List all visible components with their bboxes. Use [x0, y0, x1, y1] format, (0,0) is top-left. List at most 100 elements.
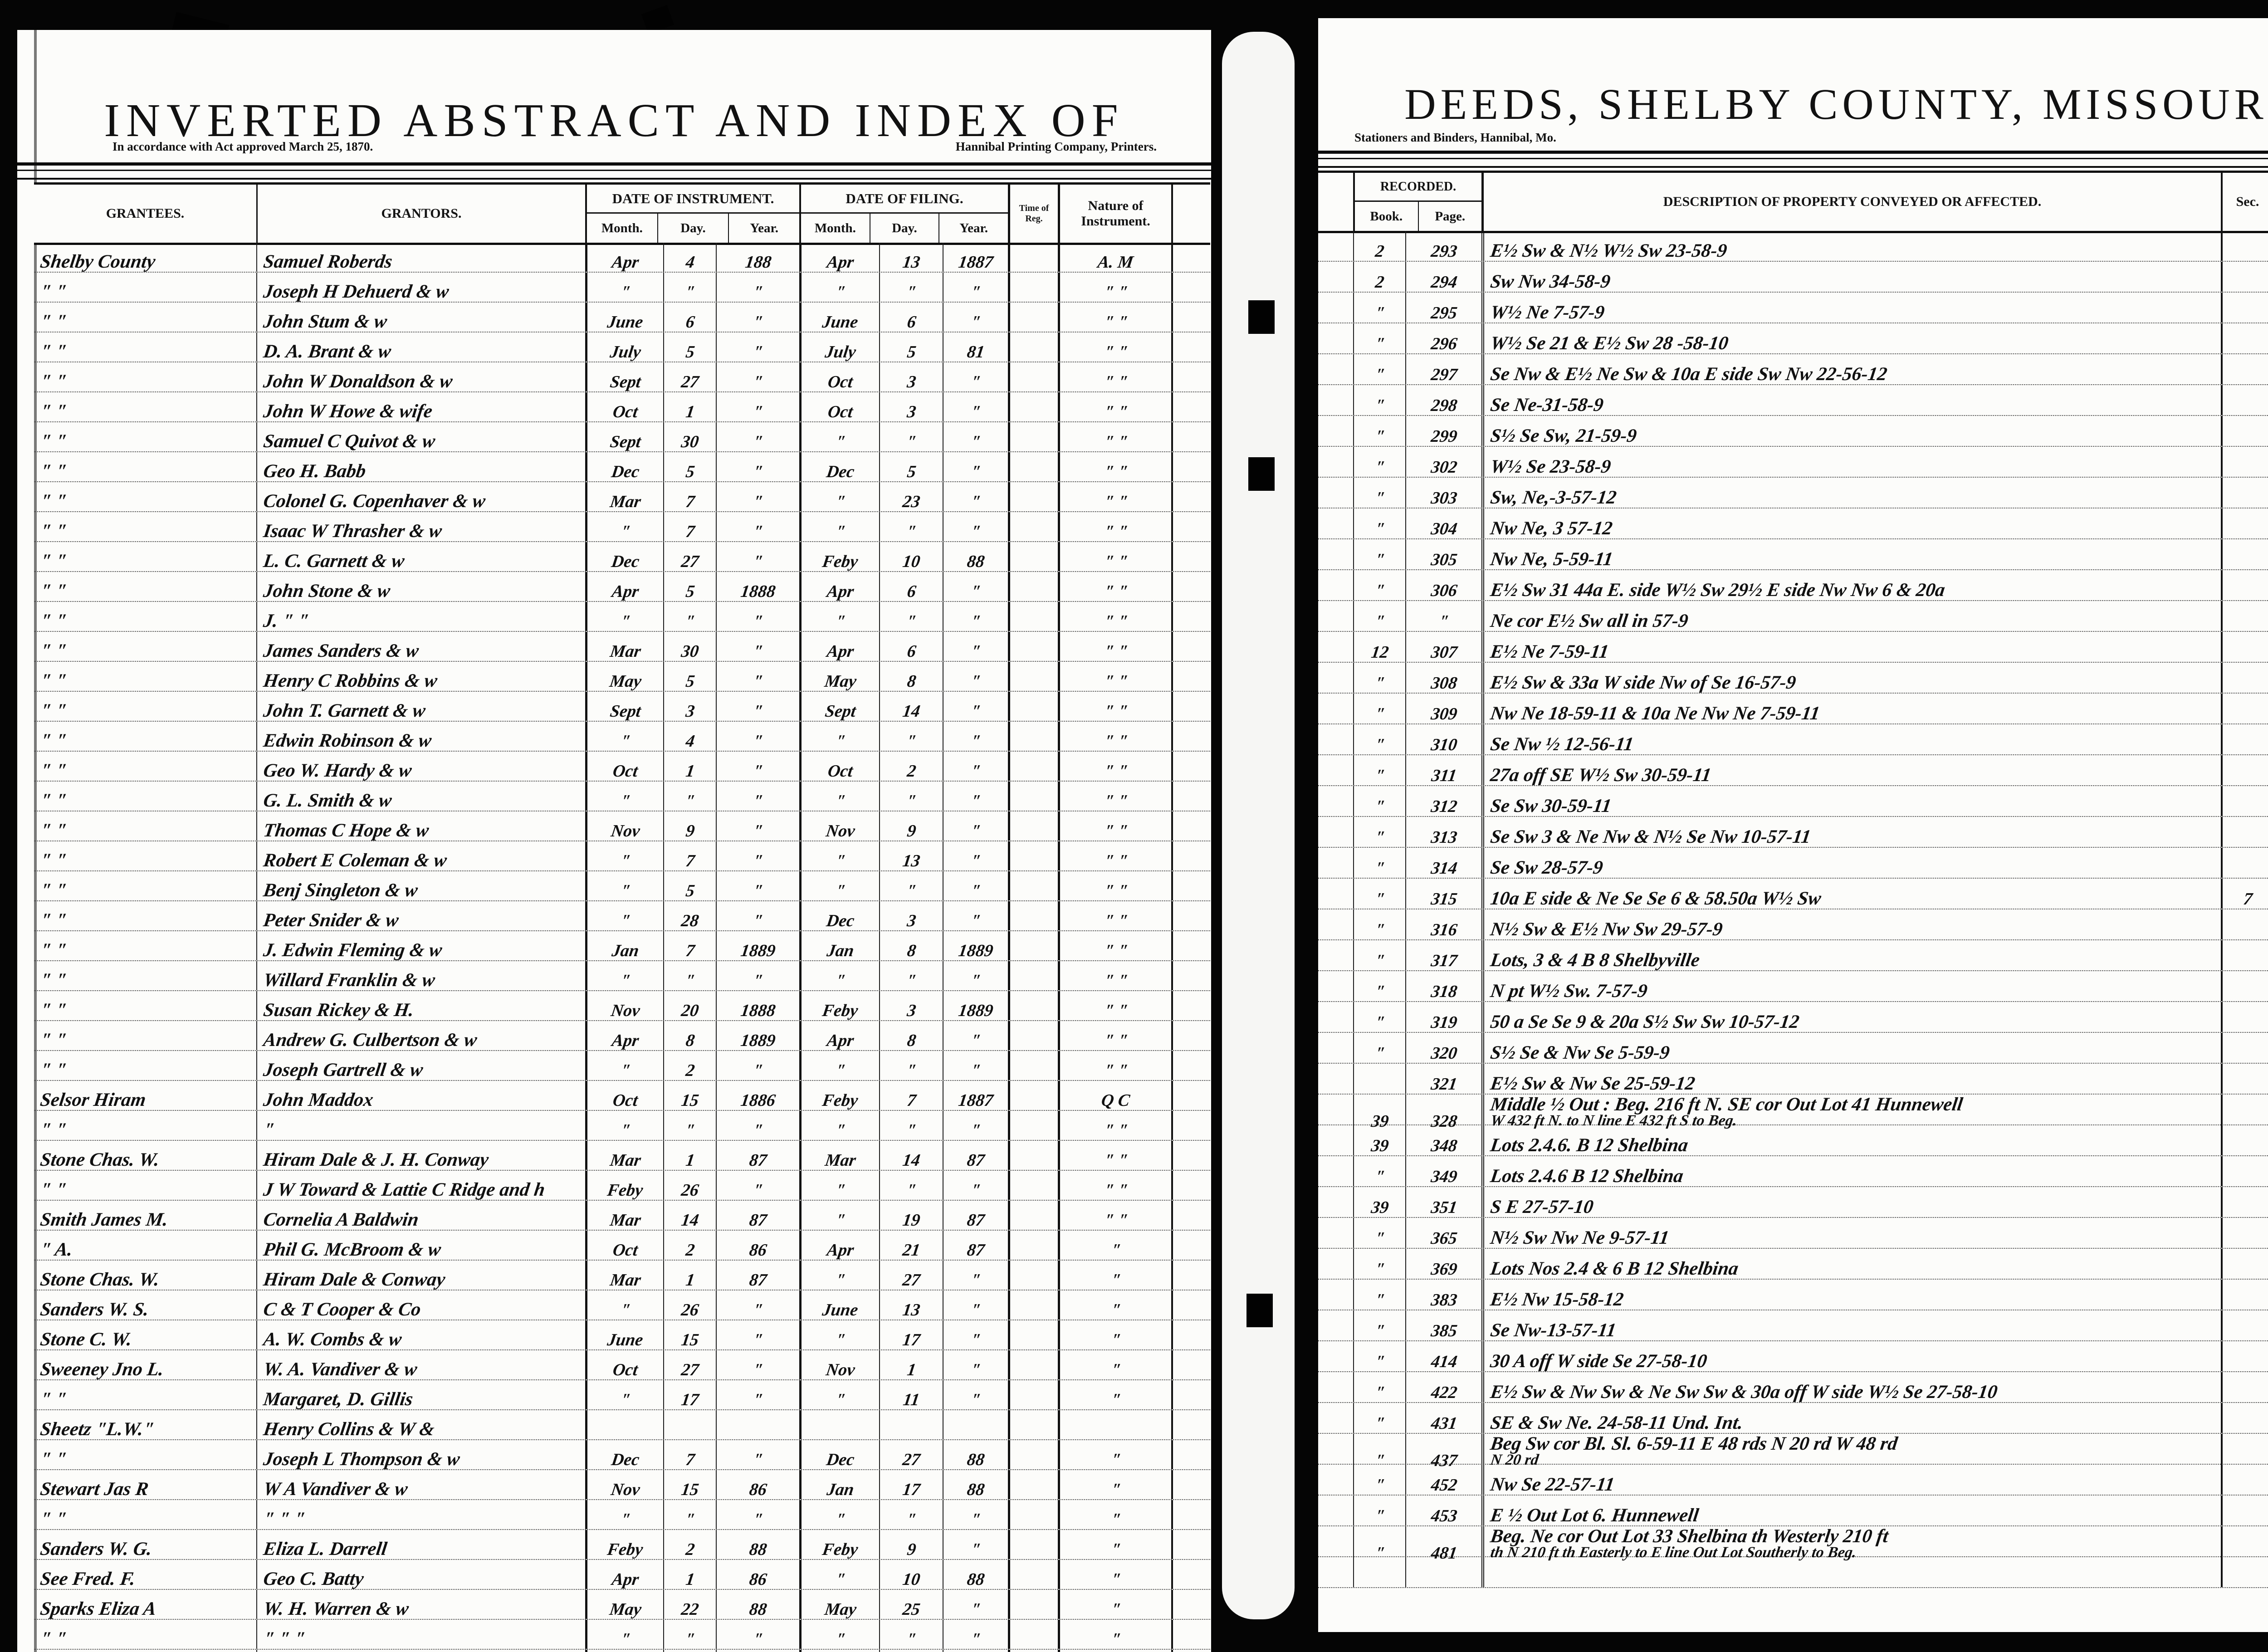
sec-cell: [2221, 1372, 2268, 1402]
description-cell: E ½ Out Lot 6. Hunnewell: [1481, 1496, 2221, 1526]
blank-cell: [1171, 692, 1210, 721]
margin-cell: [1318, 508, 1353, 538]
blank-cell: [1171, 1470, 1210, 1499]
blank-cell: [1171, 722, 1210, 751]
instrument-month-cell: ": [585, 961, 663, 990]
instrument-year-cell: 1886: [716, 1081, 799, 1110]
blank-cell: [1171, 1081, 1210, 1110]
grantee-cell: Sanders W. G.: [39, 1538, 154, 1559]
page-cell: 317: [1405, 940, 1481, 970]
nature-cell: ": [1058, 1470, 1171, 1499]
filing-month-cell: ": [799, 1380, 879, 1409]
instrument-month-cell: Sept: [585, 422, 663, 451]
margin-cell: [1318, 385, 1353, 415]
grantee-cell: " ": [39, 371, 68, 392]
filing-year-cell: 88: [943, 1560, 1008, 1589]
time-of-reg-cell: [1008, 841, 1058, 870]
nature-cell: [1058, 1650, 1171, 1652]
grantor-cell: Cornelia A Baldwin: [256, 1201, 585, 1230]
grantee-cell: [34, 1650, 256, 1652]
header-date-of-filing: DATE OF FILING. Month. Day. Year.: [799, 185, 1008, 243]
description-cell: 10a E side & Ne Se Se 6 & 58.50a W½ Sw: [1481, 879, 2221, 909]
nature-cell: ": [1058, 1620, 1171, 1649]
margin-cell: [1318, 1002, 1353, 1032]
blank-cell: [1171, 243, 1210, 272]
filing-month-cell: ": [799, 273, 879, 302]
time-of-reg-cell: [1008, 782, 1058, 811]
grantor-cell: John W Howe & wife: [256, 392, 585, 422]
instrument-month-cell: ": [585, 901, 663, 930]
description-cell: Sw, Ne,-3-57-12: [1481, 478, 2221, 508]
margin-cell: [1318, 755, 1353, 785]
instrument-month-cell: Sept: [585, 362, 663, 391]
instrument-year-cell: ": [716, 602, 799, 631]
filing-day-cell: ": [879, 1051, 943, 1080]
time-of-reg-cell: [1008, 1470, 1058, 1499]
margin-cell: [1318, 293, 1353, 323]
grantee-cell: Sweeney Jno L.: [39, 1359, 166, 1380]
book-cell: ": [1353, 293, 1405, 323]
grantor-cell: Colonel G. Copenhaver & w: [256, 482, 585, 512]
instrument-month-cell: May: [585, 662, 663, 691]
page-cell: 385: [1405, 1310, 1481, 1340]
grantee-cell: " A.: [39, 1239, 74, 1260]
ruled-line: [17, 162, 1211, 166]
filing-day-cell: 27: [879, 1261, 943, 1290]
time-of-reg-cell: [1008, 692, 1058, 721]
book-cell: ": [1353, 1465, 1405, 1495]
ledger-row: [34, 1650, 1210, 1652]
ledger-row: See Fred. F. Geo C. Batty Apr 1 86 " 10 …: [34, 1560, 1210, 1590]
ledger-row: " 298 Se Ne-31-58-9: [1318, 385, 2268, 416]
blank-cell: [1171, 422, 1210, 451]
margin-cell: [1318, 879, 1353, 909]
ledger-row: " 296 W½ Se 21 & E½ Sw 28 -58-10: [1318, 323, 2268, 354]
instrument-month-cell: ": [585, 1111, 663, 1140]
instrument-month-cell: ": [585, 512, 663, 541]
ledger-row: " " Joseph L Thompson & w Dec 7 " Dec 27…: [34, 1440, 1210, 1470]
ledger-row: " " J. " " " " " " " " " ": [34, 602, 1210, 632]
margin-cell: [1318, 663, 1353, 693]
filing-month-cell: ": [799, 961, 879, 990]
filing-day-cell: 25: [879, 1590, 943, 1619]
instrument-year-cell: ": [716, 422, 799, 451]
margin-cell: [1318, 1064, 1353, 1094]
instrument-year-cell: ": [716, 1051, 799, 1080]
nature-cell: " ": [1058, 392, 1171, 421]
ledger-row: " " D. A. Brant & w July 5 " July 5 81 "…: [34, 332, 1210, 362]
instrument-month-cell: Oct: [585, 1081, 663, 1110]
filing-year-cell: [943, 1410, 1008, 1439]
filing-day-cell: ": [879, 602, 943, 631]
header-grantees: GRANTEES.: [106, 206, 185, 221]
ledger-row: 39 328 Middle ½ Out : Beg. 216 ft N. SE …: [1318, 1094, 2268, 1131]
grantee-cell: " ": [39, 939, 68, 961]
filing-year-cell: ": [943, 1590, 1008, 1619]
page-cell: [1405, 1557, 1481, 1587]
blank-cell: [1171, 871, 1210, 900]
time-of-reg-cell: [1008, 1380, 1058, 1409]
grantor-cell: Andrew G. Culbertson & w: [256, 1021, 585, 1051]
description-cell: Lots 2.4.6 B 12 Shelbina: [1481, 1156, 2221, 1187]
filing-year-cell: ": [943, 1261, 1008, 1290]
blank-cell: [1171, 1530, 1210, 1559]
sec-cell: [2221, 1125, 2268, 1155]
blank-cell: [1171, 542, 1210, 571]
book-cell: ": [1353, 879, 1405, 909]
time-of-reg-cell: [1008, 1290, 1058, 1320]
blank-cell: [1171, 1380, 1210, 1409]
filing-month-cell: ": [799, 1171, 879, 1200]
grantee-cell: " ": [39, 820, 68, 841]
grantee-cell: " ": [39, 1029, 68, 1051]
instrument-month-cell: Mar: [585, 482, 663, 511]
grantee-cell: " ": [39, 401, 68, 422]
nature-cell: " ": [1058, 1171, 1171, 1200]
instrument-year-cell: 1889: [716, 931, 799, 960]
filing-month-cell: [799, 1410, 879, 1439]
instrument-month-cell: Sept: [585, 692, 663, 721]
time-of-reg-cell: [1008, 1201, 1058, 1230]
sec-cell: [2221, 478, 2268, 508]
ledger-row: " " " " " " " " " " " ": [34, 1500, 1210, 1530]
grantee-cell: Shelby County: [39, 251, 157, 272]
grantee-cell: " ": [39, 790, 68, 811]
time-of-reg-cell: [1008, 452, 1058, 481]
instrument-year-cell: ": [716, 841, 799, 870]
